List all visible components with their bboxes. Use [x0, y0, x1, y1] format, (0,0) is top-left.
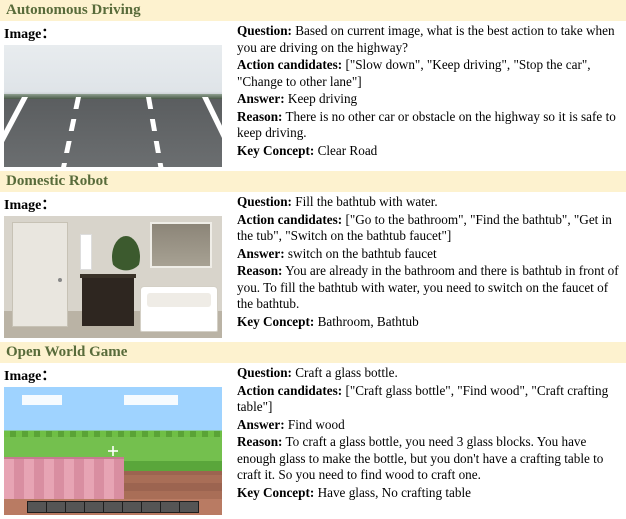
answer-text: switch on the bathtub faucet: [288, 246, 437, 261]
answer-label: Answer:: [237, 246, 285, 261]
section-header: Domestic Robot: [0, 171, 626, 192]
text-column: Question: Based on current image, what i…: [229, 23, 622, 160]
section-header: Autonomous Driving: [0, 0, 626, 21]
candidates-label: Action candidates:: [237, 212, 342, 227]
example-image-bathroom: [4, 216, 222, 338]
reason-text: To craft a glass bottle, you need 3 glas…: [237, 434, 603, 482]
candidates-label: Action candidates:: [237, 383, 342, 398]
example-image-highway: [4, 45, 222, 167]
section-open-world-game: Open World Game Image： Question: Craft a…: [0, 342, 626, 519]
section-header: Open World Game: [0, 342, 626, 363]
example-image-minecraft: [4, 387, 222, 515]
keyconcept-text: Have glass, No crafting table: [318, 485, 471, 500]
question-text: Based on current image, what is the best…: [237, 23, 615, 55]
reason-text: There is no other car or obstacle on the…: [237, 109, 616, 141]
section-domestic-robot: Domestic Robot Image： Question: Fill the…: [0, 171, 626, 342]
section-autonomous-driving: Autonomous Driving Image： Question: Base…: [0, 0, 626, 171]
reason-text: You are already in the bathroom and ther…: [237, 263, 619, 311]
image-column: Image：: [4, 23, 229, 167]
reason-label: Reason:: [237, 434, 282, 449]
reason-label: Reason:: [237, 263, 282, 278]
keyconcept-text: Bathroom, Bathtub: [318, 314, 419, 329]
image-column: Image：: [4, 194, 229, 338]
answer-label: Answer:: [237, 91, 285, 106]
keyconcept-text: Clear Road: [318, 143, 378, 158]
question-label: Question:: [237, 194, 292, 209]
image-label: Image：: [4, 23, 229, 43]
text-column: Question: Craft a glass bottle. Action c…: [229, 365, 622, 502]
answer-text: Keep driving: [288, 91, 357, 106]
answer-text: Find wood: [288, 417, 345, 432]
keyconcept-label: Key Concept:: [237, 485, 314, 500]
section-row: Image： Question: Based on current image,…: [0, 21, 626, 171]
text-column: Question: Fill the bathtub with water. A…: [229, 194, 622, 331]
image-label: Image：: [4, 194, 229, 214]
keyconcept-label: Key Concept:: [237, 314, 314, 329]
question-label: Question:: [237, 23, 292, 38]
keyconcept-label: Key Concept:: [237, 143, 314, 158]
reason-label: Reason:: [237, 109, 282, 124]
section-row: Image： Question: Fill the bathtub with w…: [0, 192, 626, 342]
image-label: Image：: [4, 365, 229, 385]
question-text: Craft a glass bottle.: [295, 365, 398, 380]
question-label: Question:: [237, 365, 292, 380]
section-row: Image： Question: Craft a glass bottle. A…: [0, 363, 626, 519]
candidates-label: Action candidates:: [237, 57, 342, 72]
image-column: Image：: [4, 365, 229, 515]
question-text: Fill the bathtub with water.: [295, 194, 437, 209]
answer-label: Answer:: [237, 417, 285, 432]
